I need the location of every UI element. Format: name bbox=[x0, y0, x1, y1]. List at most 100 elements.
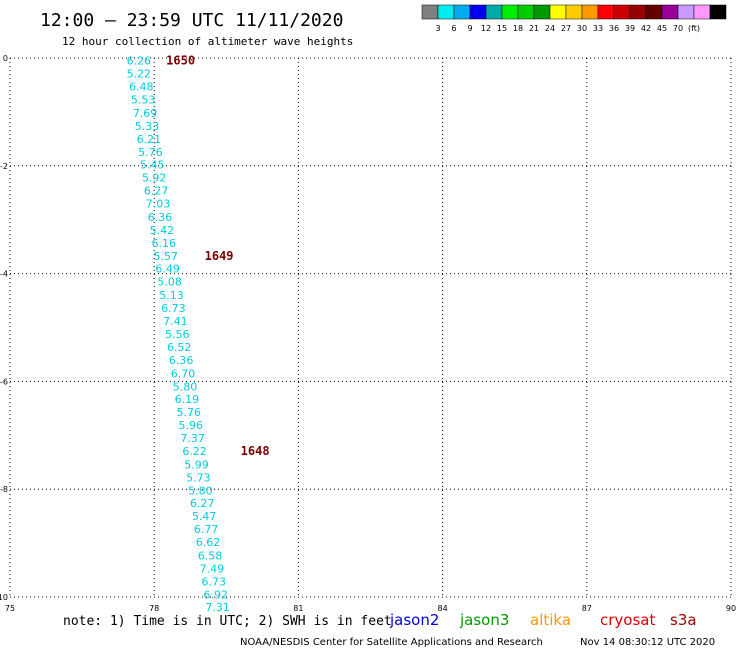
color-swatch bbox=[661, 4, 679, 20]
x-tick-label: 87 bbox=[582, 604, 592, 613]
satellite-legend-jason2: jason2 bbox=[389, 611, 439, 629]
time-label: 1648 bbox=[241, 444, 270, 458]
footer-timestamp: Nov 14 08:30:12 UTC 2020 bbox=[580, 637, 715, 648]
y-tick-label: -6 bbox=[0, 377, 8, 386]
wave-height-point: 6.22 bbox=[182, 445, 207, 458]
wave-height-point: 5.99 bbox=[184, 458, 209, 471]
wave-height-point: 5.73 bbox=[186, 471, 211, 484]
wave-height-point: 5.96 bbox=[178, 419, 203, 432]
color-swatch bbox=[533, 4, 551, 20]
color-swatch bbox=[437, 4, 455, 20]
wave-height-point: 6.73 bbox=[202, 575, 227, 588]
wave-height-point: 5.80 bbox=[173, 380, 198, 393]
color-swatch bbox=[485, 4, 503, 20]
satellite-legend: jason2 jason3 altika cryosat s3a bbox=[389, 611, 697, 629]
colorbar-tick-label: 12 bbox=[481, 24, 491, 33]
wave-height-point: 7.49 bbox=[200, 562, 225, 575]
axis-ticks: 75 78 81 84 87 90 0 -2 -4 -6 -8 -10 bbox=[0, 54, 736, 613]
color-swatch bbox=[517, 4, 535, 20]
wave-height-point: 7.41 bbox=[163, 315, 188, 328]
wave-height-point: 6.73 bbox=[161, 302, 186, 315]
colorbar-tick-label: 42 bbox=[641, 24, 651, 33]
colorbar-tick-label: 9 bbox=[467, 24, 472, 33]
wave-height-point: 5.80 bbox=[188, 484, 213, 497]
wave-height-point: 6.36 bbox=[169, 354, 194, 367]
wave-height-point: 6.48 bbox=[129, 81, 154, 94]
colorbar-tick-label: 30 bbox=[577, 24, 587, 33]
colorbar-tick-label: 45 bbox=[657, 24, 667, 33]
wave-height-point: 5.08 bbox=[157, 276, 182, 289]
wave-height-point: 5.47 bbox=[192, 510, 217, 523]
y-tick-label: -8 bbox=[0, 485, 8, 494]
wave-height-point: 5.56 bbox=[165, 328, 190, 341]
wave-height-point: 6.16 bbox=[152, 237, 177, 250]
y-tick-label: -4 bbox=[0, 270, 8, 279]
wave-height-point: 7.31 bbox=[205, 601, 230, 614]
wave-height-point: 7.03 bbox=[146, 198, 171, 211]
y-tick-label: 0 bbox=[3, 54, 8, 63]
color-swatch bbox=[613, 4, 631, 20]
color-swatch bbox=[709, 4, 727, 20]
chart-title: 12:00 – 23:59 UTC 11/11/2020 bbox=[40, 10, 343, 31]
wave-height-point: 5.33 bbox=[135, 120, 160, 133]
wave-height-point: 5.76 bbox=[138, 146, 163, 159]
color-swatch bbox=[629, 4, 647, 20]
colorbar-tick-label: 6 bbox=[451, 24, 456, 33]
colorbar-tick-label: 27 bbox=[561, 24, 571, 33]
wave-height-point: 7.37 bbox=[180, 432, 205, 445]
wave-height-point: 6.70 bbox=[171, 367, 196, 380]
wave-height-point: 6.92 bbox=[203, 588, 228, 601]
colorbar-tick-label: 18 bbox=[513, 24, 523, 33]
wave-height-point: 6.19 bbox=[175, 393, 200, 406]
y-tick-label: -2 bbox=[0, 162, 8, 171]
wave-height-point: 6.58 bbox=[198, 549, 223, 562]
grid-lines bbox=[9, 57, 732, 598]
footer-credit: NOAA/NESDIS Center for Satellite Applica… bbox=[240, 637, 543, 648]
wave-height-point: 5.45 bbox=[140, 159, 165, 172]
color-swatch bbox=[453, 4, 471, 20]
x-tick-label: 78 bbox=[149, 604, 159, 613]
color-swatch bbox=[501, 4, 519, 20]
colorbar-unit: (ft) bbox=[688, 24, 700, 33]
wave-height-point: 6.27 bbox=[190, 497, 215, 510]
wave-height-point: 6.77 bbox=[194, 523, 219, 536]
color-swatch bbox=[693, 4, 711, 20]
wave-height-point: 7.69 bbox=[133, 107, 158, 120]
colorbar-tick-label: 36 bbox=[609, 24, 619, 33]
color-swatch bbox=[597, 4, 615, 20]
color-swatch bbox=[581, 4, 599, 20]
colorbar-tick-label: 3 bbox=[435, 24, 440, 33]
color-swatch bbox=[645, 4, 663, 20]
wave-height-point: 5.53 bbox=[131, 94, 156, 107]
colorbar-tick-label: 70 bbox=[673, 24, 683, 33]
wave-height-point: 5.22 bbox=[127, 68, 152, 81]
satellite-legend-altika: altika bbox=[530, 611, 571, 629]
color-swatch bbox=[469, 4, 487, 20]
x-tick-label: 81 bbox=[293, 604, 303, 613]
time-label: 1649 bbox=[205, 249, 234, 263]
color-swatch bbox=[421, 4, 439, 20]
wave-height-point: 6.36 bbox=[148, 211, 173, 224]
legend-note: note: 1) Time is in UTC; 2) SWH is in fe… bbox=[63, 614, 392, 629]
satellite-legend-s3a: s3a bbox=[670, 611, 697, 629]
wave-height-point: 5.42 bbox=[150, 224, 175, 237]
wave-height-point: 5.76 bbox=[177, 406, 202, 419]
time-labels: 1650 1649 1648 bbox=[166, 54, 269, 458]
wave-height-point: 6.21 bbox=[137, 133, 162, 146]
wave-height-point: 5.13 bbox=[159, 289, 184, 302]
wave-height-point: 6.27 bbox=[144, 185, 169, 198]
colorbar-tick-label: 24 bbox=[545, 24, 555, 33]
wave-height-point: 6.62 bbox=[196, 536, 221, 549]
wave-height-point: 6.52 bbox=[167, 341, 192, 354]
wave-height-point: 6.26 bbox=[127, 55, 152, 68]
color-swatch bbox=[565, 4, 583, 20]
y-tick-label: -10 bbox=[0, 593, 8, 602]
color-scale-bar: 3 6 9 12 15 18 21 24 27 30 33 36 39 42 45 70 (ft) bbox=[421, 4, 727, 33]
x-tick-label: 90 bbox=[726, 604, 736, 613]
x-tick-label: 84 bbox=[438, 604, 448, 613]
colorbar-tick-label: 21 bbox=[529, 24, 539, 33]
wave-height-point: 5.92 bbox=[142, 172, 167, 185]
chart-subtitle: 12 hour collection of altimeter wave hei… bbox=[62, 35, 353, 48]
